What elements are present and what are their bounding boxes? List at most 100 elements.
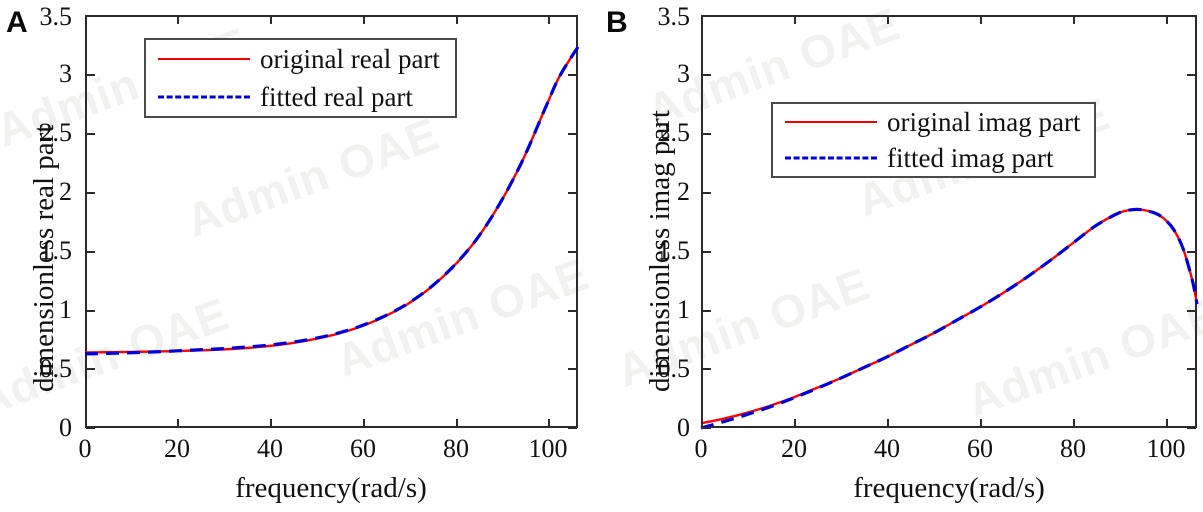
legend-b: original imag part fitted imag part — [771, 102, 1096, 178]
x-tick-a-40 — [270, 419, 273, 428]
x-tick-top-b-100 — [1166, 15, 1169, 24]
x-tick-top-b-40 — [887, 15, 890, 24]
y-tick-b-3 — [702, 74, 711, 77]
x-tick-b-0 — [701, 419, 704, 428]
y-tick-a-2 — [86, 192, 95, 195]
y-ticklabel-b-2.5: 2.5 — [657, 118, 691, 147]
y-tick-right-a-0 — [568, 427, 577, 430]
y-tick-a-0 — [86, 427, 95, 430]
y-tick-right-b-0 — [1187, 427, 1196, 430]
x-ticklabel-b-20: 20 — [781, 434, 807, 463]
legend-row-fitted-real: fitted real part — [146, 78, 455, 116]
x-tick-top-a-80 — [456, 15, 459, 24]
legend-label: fitted imag part — [887, 142, 1054, 173]
x-ticklabel-b-80: 80 — [1060, 434, 1086, 463]
x-tick-top-a-100 — [548, 15, 551, 24]
y-ticklabel-b-0.5: 0.5 — [657, 354, 691, 383]
y-tick-right-b-2 — [1187, 192, 1196, 195]
legend-row-original-real: original real part — [146, 40, 455, 78]
y-tick-a-1.5 — [86, 251, 95, 254]
x-ticklabel-a-20: 20 — [164, 434, 190, 463]
x-axis-title-a: frequency(rad/s) — [235, 472, 427, 504]
y-tick-right-b-1.5 — [1187, 251, 1196, 254]
x-axis-title-b: frequency(rad/s) — [853, 472, 1045, 504]
y-ticklabel-a-1.5: 1.5 — [39, 236, 73, 265]
y-tick-b-2 — [702, 192, 711, 195]
panel-a: Admin OAE Admin OAE Admin OAE Admin OAE … — [0, 0, 601, 512]
x-tick-top-a-40 — [270, 15, 273, 24]
plot-area-b — [701, 15, 1197, 428]
y-ticklabel-a-0: 0 — [59, 413, 72, 442]
legend-line-sample-dashed-icon — [158, 90, 250, 104]
y-tick-a-0.5 — [86, 368, 95, 371]
x-tick-top-b-20 — [794, 15, 797, 24]
x-ticklabel-a-60: 60 — [350, 434, 376, 463]
y-ticklabel-b-2: 2 — [677, 177, 690, 206]
legend-label: original imag part — [887, 106, 1081, 137]
x-ticklabel-b-60: 60 — [967, 434, 993, 463]
y-axis-title-a: dimensionless real part — [28, 124, 60, 392]
y-ticklabel-b-3: 3 — [677, 59, 690, 88]
legend-line-sample-solid-icon — [785, 115, 877, 129]
legend-line-sample-dashed-icon — [785, 151, 877, 165]
y-tick-b-2.5 — [702, 133, 711, 136]
legend-a: original real part fitted real part — [144, 38, 457, 118]
y-tick-right-b-1 — [1187, 310, 1196, 313]
legend-label: original real part — [260, 43, 440, 74]
legend-row-fitted-imag: fitted imag part — [773, 140, 1094, 176]
x-tick-top-a-20 — [177, 15, 180, 24]
x-ticklabel-b-100: 100 — [1146, 434, 1186, 463]
x-ticklabel-b-40: 40 — [874, 434, 900, 463]
x-tick-b-60 — [980, 419, 983, 428]
y-tick-right-a-1.5 — [568, 251, 577, 254]
y-tick-right-a-1 — [568, 310, 577, 313]
x-tick-a-20 — [177, 419, 180, 428]
x-ticklabel-a-0: 0 — [78, 434, 92, 463]
x-tick-top-b-80 — [1073, 15, 1076, 24]
legend-row-original-imag: original imag part — [773, 104, 1094, 140]
y-tick-right-a-3 — [568, 74, 577, 77]
curve-canvas-b — [700, 207, 1199, 430]
y-tick-a-2.5 — [86, 133, 95, 136]
x-tick-a-60 — [363, 419, 366, 428]
x-tick-a-80 — [456, 419, 459, 428]
y-tick-right-a-2.5 — [568, 133, 577, 136]
y-ticklabel-b-1: 1 — [677, 295, 690, 324]
y-ticklabel-b-1.5: 1.5 — [657, 236, 691, 265]
y-ticklabel-a-0.5: 0.5 — [39, 354, 73, 383]
y-tick-right-a-0.5 — [568, 368, 577, 371]
y-tick-b-1.5 — [702, 251, 711, 254]
y-ticklabel-b-3.5: 3.5 — [657, 2, 691, 31]
x-tick-b-20 — [794, 419, 797, 428]
legend-line-sample-solid-icon — [158, 52, 250, 66]
x-tick-b-80 — [1073, 419, 1076, 428]
series-line — [700, 208, 1199, 425]
x-ticklabel-b-0: 0 — [694, 434, 708, 463]
y-tick-b-0.5 — [702, 368, 711, 371]
x-tick-a-100 — [548, 419, 551, 428]
y-ticklabel-a-2.5: 2.5 — [39, 118, 73, 147]
x-tick-b-40 — [887, 419, 890, 428]
y-tick-right-b-2.5 — [1187, 133, 1196, 136]
y-tick-b-1 — [702, 310, 711, 313]
y-axis-title-b: dimensionless imag part — [644, 110, 676, 392]
y-tick-b-0 — [702, 427, 711, 430]
x-tick-b-100 — [1166, 419, 1169, 428]
y-ticklabel-a-3.5: 3.5 — [39, 2, 73, 31]
y-tick-right-b-3 — [1187, 74, 1196, 77]
panel-b: Admin OAE Admin OAE Admin OAE Admin OAE … — [601, 0, 1203, 512]
series-line — [700, 207, 1199, 430]
panel-letter-b: B — [606, 6, 628, 39]
y-ticklabel-a-2: 2 — [59, 177, 72, 206]
y-ticklabel-a-3: 3 — [59, 59, 72, 88]
y-tick-right-a-2 — [568, 192, 577, 195]
y-ticklabel-b-0: 0 — [677, 413, 690, 442]
y-tick-a-1 — [86, 310, 95, 313]
x-ticklabel-a-100: 100 — [528, 434, 568, 463]
plot-area-a — [85, 15, 578, 428]
x-tick-a-0 — [85, 419, 88, 428]
panel-letter-a: A — [6, 6, 28, 39]
y-tick-right-b-0.5 — [1187, 368, 1196, 371]
legend-label: fitted real part — [260, 81, 413, 112]
